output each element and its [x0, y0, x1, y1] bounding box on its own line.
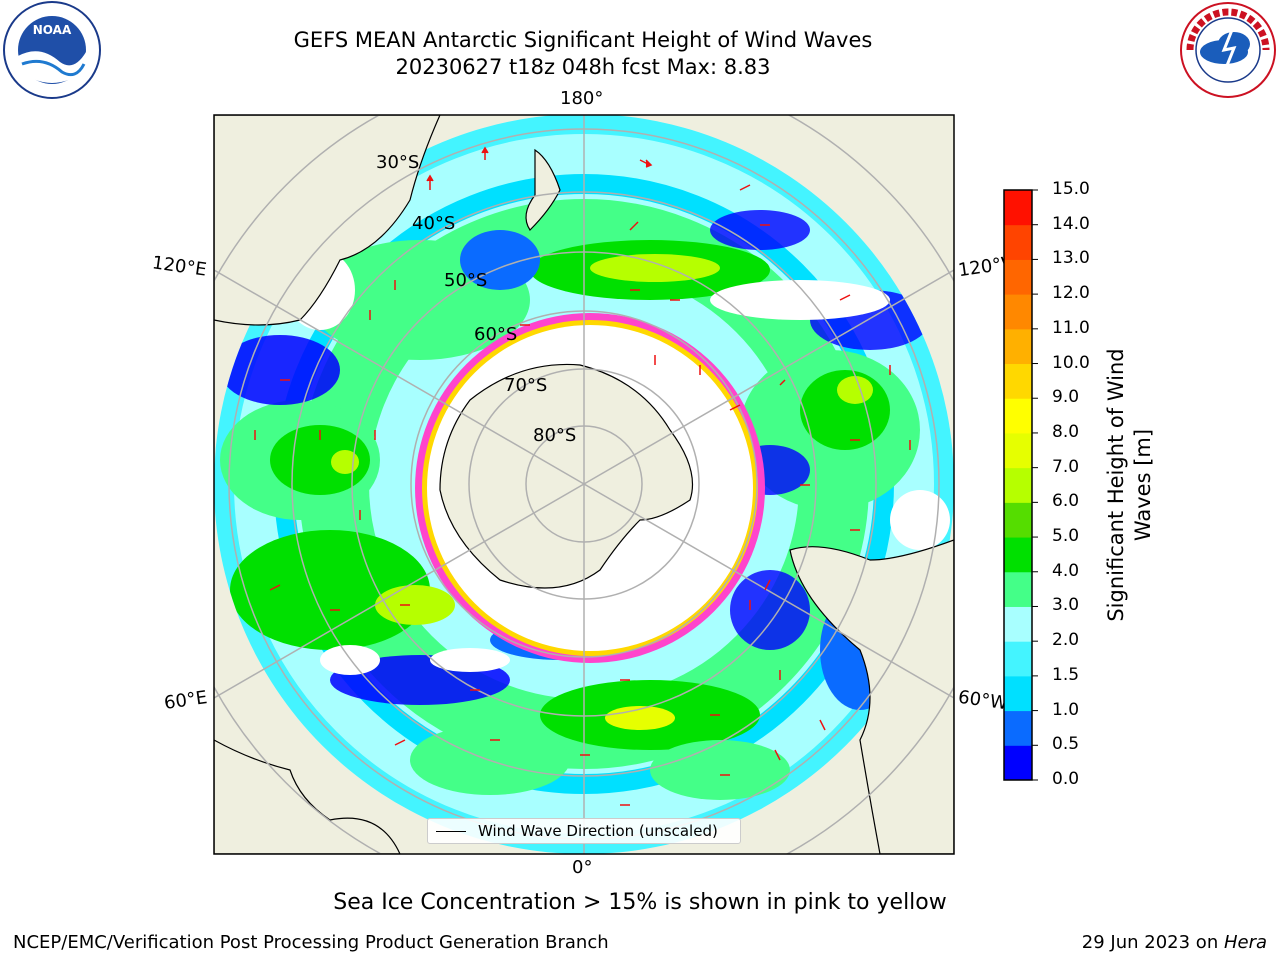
colorbar-tick-label: 2.0: [1052, 630, 1080, 651]
lat-label: 30°S: [376, 152, 420, 173]
colorbar-tick-label: 10.0: [1052, 352, 1090, 373]
chart-subtitle: 20230627 t18z 048h fcst Max: 8.83: [395, 55, 771, 79]
colorbar-tick-label: 14.0: [1052, 213, 1090, 234]
lat-label: 80°S: [533, 425, 577, 446]
colorbar-swatch: [1004, 745, 1032, 781]
sea-ice-note: Sea Ice Concentration > 15% is shown in …: [333, 890, 947, 915]
colorbar-swatch: [1004, 710, 1032, 746]
footer-date: 29 Jun 2023 on Hera: [1082, 932, 1267, 953]
nws-logo: [1180, 2, 1276, 98]
colorbar-label: Significant Height of Wind Waves [m]: [1104, 348, 1155, 622]
wind-wave-arrows: [254, 146, 911, 806]
lat-label: 40°S: [412, 213, 456, 234]
legend-line-icon: [436, 831, 466, 832]
colorbar-tick-label: 13.0: [1052, 248, 1090, 269]
footer-credit: NCEP/EMC/Verification Post Processing Pr…: [13, 932, 609, 953]
colorbar-tick-label: 7.0: [1052, 456, 1080, 477]
lon-label-top: 180°: [560, 88, 604, 109]
noaa-logo: NOAA: [3, 1, 101, 99]
colorbar-swatch: [1004, 190, 1032, 226]
colorbar-tick-label: 0.0: [1052, 769, 1080, 789]
colorbar-swatch: [1004, 537, 1032, 573]
noaa-logo-text: NOAA: [33, 23, 72, 37]
colorbar-swatch: [1004, 294, 1032, 330]
map-frame: [213, 114, 955, 855]
colorbar-swatch: [1004, 328, 1032, 365]
colorbar-swatch: [1004, 641, 1032, 677]
colorbar-tick-label: 1.5: [1052, 664, 1080, 685]
colorbar-tick-label: 5.0: [1052, 526, 1080, 547]
footer-date-text: 29 Jun 2023 on: [1081, 932, 1224, 953]
colorbar-tick-label: 6.0: [1052, 491, 1080, 512]
lat-label: 50°S: [444, 270, 488, 291]
colorbar-tick-label: 11.0: [1052, 317, 1090, 338]
colorbar-frame: [1003, 189, 1033, 781]
colorbar-swatch: [1004, 606, 1032, 642]
lat-label: 60°S: [474, 324, 518, 345]
chart-title: GEFS MEAN Antarctic Significant Height o…: [293, 28, 873, 52]
colorbar-swatch: [1004, 571, 1032, 607]
colorbar: [1003, 189, 1038, 781]
legend-label: Wind Wave Direction (unscaled): [478, 822, 718, 840]
colorbar-tick-label: 15.0: [1052, 179, 1090, 199]
new-zealand-land: [525, 148, 561, 231]
lat-label: 70°S: [504, 375, 548, 396]
colorbar-tick-label: 0.5: [1052, 734, 1080, 755]
colorbar-swatch: [1004, 467, 1032, 503]
graticule: [214, 115, 954, 854]
colorbar-swatch: [1004, 259, 1032, 295]
colorbar-tick-label: 8.0: [1052, 421, 1080, 442]
lon-label-bottom: 0°: [572, 857, 593, 878]
colorbar-swatch: [1004, 224, 1032, 260]
colorbar-swatch: [1004, 675, 1032, 712]
colorbar-swatch: [1004, 502, 1032, 538]
colorbar-tick-label: 12.0: [1052, 283, 1090, 304]
colorbar-tick-label: 9.0: [1052, 387, 1080, 408]
australia-land: [214, 115, 441, 326]
colorbar-tick-label: 1.0: [1052, 699, 1080, 720]
footer-host: Hera: [1223, 932, 1267, 953]
colorbar-tick-label: 3.0: [1052, 595, 1080, 616]
colorbar-swatch: [1004, 432, 1032, 469]
colorbar-tick-label: 4.0: [1052, 560, 1080, 581]
africa-land: [214, 739, 401, 854]
colorbar-swatch: [1004, 398, 1032, 434]
map-legend: Wind Wave Direction (unscaled): [427, 818, 741, 844]
colorbar-swatch: [1004, 363, 1032, 399]
